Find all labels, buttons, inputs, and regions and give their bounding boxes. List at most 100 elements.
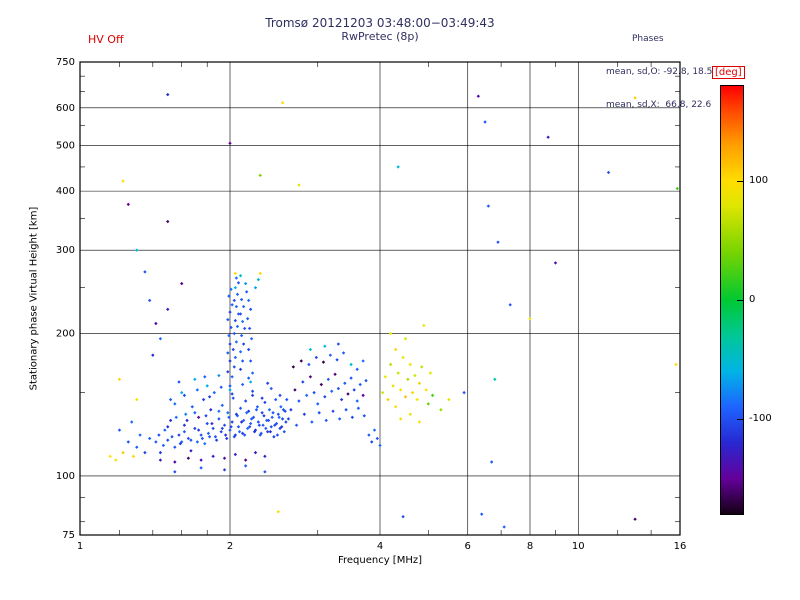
data-point (148, 436, 152, 441)
data-point (219, 430, 223, 434)
data-point (233, 271, 238, 276)
data-point (228, 388, 232, 392)
data-point (355, 367, 359, 372)
data-point (168, 397, 173, 402)
data-point (199, 458, 203, 462)
data-point (255, 405, 260, 409)
data-point (380, 390, 385, 395)
data-point (489, 460, 494, 464)
data-point (241, 418, 246, 423)
y-tick-label: 75 (62, 530, 75, 541)
data-point (267, 408, 272, 412)
data-point (229, 325, 233, 330)
data-point (242, 326, 247, 331)
data-point (339, 397, 344, 402)
data-point (130, 420, 134, 424)
data-point (180, 440, 184, 444)
data-point (243, 281, 248, 286)
data-point (148, 298, 152, 303)
data-point (281, 408, 286, 412)
data-point (232, 435, 236, 439)
data-point (240, 431, 245, 436)
x-tick-label: 8 (527, 541, 533, 552)
data-point (230, 392, 234, 396)
data-point (528, 316, 532, 321)
data-point (236, 425, 241, 429)
data-point (393, 347, 398, 352)
data-point (256, 277, 261, 282)
data-point (250, 371, 255, 375)
data-point (185, 418, 189, 423)
data-point (180, 390, 184, 395)
data-point (275, 433, 280, 437)
data-point (236, 312, 241, 316)
data-point (286, 417, 291, 421)
data-point (319, 382, 324, 387)
x-tick-label: 2 (227, 541, 233, 552)
data-point (310, 420, 314, 424)
data-point (234, 304, 239, 309)
data-point (258, 173, 262, 178)
data-point (233, 318, 238, 323)
data-point (367, 433, 371, 437)
data-point (285, 397, 289, 402)
data-point (243, 399, 248, 403)
phase-stats: Phases mean, sd,O: -92.8, 18.5 mean, sd,… (606, 12, 712, 133)
data-point (336, 342, 341, 346)
data-point (226, 411, 230, 415)
data-point (280, 417, 285, 421)
data-point (419, 365, 424, 369)
hv-status-label: HV Off (88, 33, 124, 46)
data-point (158, 458, 163, 462)
data-point (204, 414, 208, 418)
data-point (226, 370, 230, 374)
data-point (302, 412, 307, 416)
data-point (249, 337, 254, 341)
phase-stats-header: Phases (632, 34, 664, 44)
data-point (265, 381, 270, 385)
data-point (269, 386, 273, 391)
data-point (177, 433, 181, 437)
data-point (135, 397, 139, 402)
y-tick-label: 750 (56, 57, 75, 68)
data-point (304, 393, 309, 398)
data-point (182, 393, 187, 398)
data-point (143, 450, 147, 455)
data-point (227, 415, 231, 420)
data-point (430, 393, 435, 398)
data-point (205, 421, 209, 426)
data-point (238, 274, 243, 278)
data-point (417, 381, 422, 385)
data-point (265, 418, 269, 423)
data-point (316, 402, 320, 406)
data-point (126, 440, 130, 444)
data-point (462, 390, 466, 395)
data-point (213, 435, 218, 439)
data-point (417, 420, 422, 424)
data-point (229, 425, 233, 429)
y-tick-label: 600 (56, 103, 75, 114)
data-point (246, 298, 251, 303)
data-point (674, 362, 678, 367)
data-point (337, 417, 342, 421)
data-point (236, 281, 241, 285)
data-point (199, 433, 203, 437)
data-point (403, 337, 408, 341)
data-point (330, 389, 334, 393)
data-point (154, 440, 158, 444)
data-point (232, 331, 236, 336)
data-point (308, 347, 313, 352)
data-point (276, 412, 280, 416)
data-point (256, 420, 261, 424)
data-point (241, 304, 246, 309)
data-point (173, 445, 177, 449)
data-point (279, 405, 283, 409)
data-point (240, 359, 245, 363)
x-tick-label: 1 (77, 541, 83, 552)
data-point (483, 120, 487, 124)
data-point (270, 415, 274, 420)
data-point (378, 443, 382, 448)
data-point (239, 333, 244, 338)
data-point (250, 389, 255, 393)
data-point (406, 377, 410, 382)
